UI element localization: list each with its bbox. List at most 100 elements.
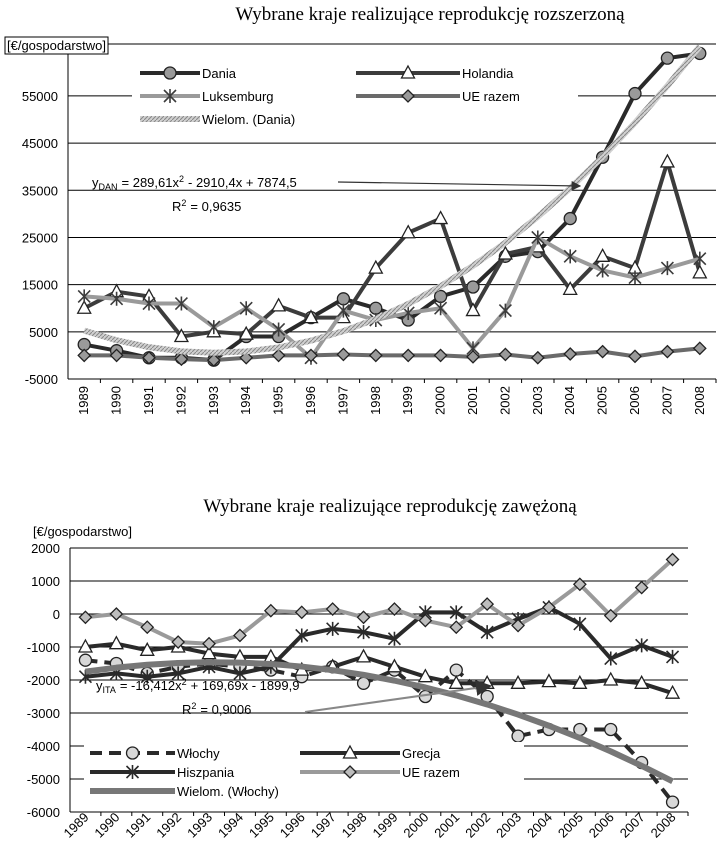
x-tick-label: 1995: [246, 810, 277, 841]
x-tick-label: 2006: [586, 810, 617, 841]
y-axis-label: [€/gospodarstwo]: [7, 38, 106, 53]
r2-part: 2: [191, 701, 196, 711]
y-tick-label: 25000: [22, 230, 58, 245]
marker: [692, 264, 708, 279]
x-tick-label: 2001: [465, 386, 480, 415]
marker: [692, 341, 707, 356]
marker: [572, 577, 587, 592]
marker: [400, 224, 416, 239]
marker: [660, 344, 675, 359]
marker: [573, 616, 587, 631]
x-tick-label: 2003: [530, 386, 545, 415]
x-tick-label: 1998: [339, 810, 370, 841]
annotation-arrow: [304, 680, 492, 713]
marker: [628, 270, 642, 285]
marker: [480, 597, 495, 612]
marker: [400, 64, 416, 79]
eq-part: ITA: [103, 685, 116, 695]
marker: [233, 666, 247, 681]
x-tick-label: 1992: [153, 810, 184, 841]
marker: [693, 251, 707, 266]
marker: [174, 296, 188, 311]
marker: [202, 636, 216, 651]
x-tick-label: 2007: [659, 386, 674, 415]
marker: [163, 89, 177, 103]
marker: [401, 348, 416, 363]
marker: [498, 303, 512, 318]
marker: [140, 620, 155, 635]
marker: [336, 303, 350, 318]
y-tick-label: 0: [53, 607, 60, 622]
y-tick-label: -2000: [27, 673, 60, 688]
x-tick-label: 2003: [493, 810, 524, 841]
y-tick-label: 45000: [22, 136, 58, 151]
eq-part: DAN: [99, 182, 118, 192]
marker: [271, 297, 287, 312]
marker: [449, 663, 463, 677]
x-tick-label: 1991: [141, 386, 156, 415]
x-tick-label: 1989: [61, 810, 92, 841]
marker: [628, 86, 642, 101]
marker: [77, 348, 92, 363]
marker: [634, 674, 650, 689]
marker: [272, 322, 286, 337]
marker: [660, 51, 675, 65]
marker: [368, 259, 384, 274]
x-tick-label: 1990: [109, 386, 124, 415]
x-tick-label: 2000: [400, 810, 431, 841]
marker: [343, 765, 357, 779]
marker: [139, 641, 155, 656]
marker: [207, 320, 221, 335]
y-tick-label: -6000: [27, 805, 60, 820]
marker: [604, 722, 618, 737]
marker: [336, 347, 351, 362]
marker: [356, 625, 371, 640]
marker: [110, 291, 124, 306]
x-tick-label: 2008: [692, 386, 707, 415]
marker: [449, 605, 463, 620]
x-tick-label: 1995: [271, 386, 286, 415]
marker: [271, 348, 286, 363]
legend-label: Dania: [202, 66, 237, 81]
legend-label: Luksemburg: [202, 89, 274, 104]
x-tick-label: 1998: [368, 386, 383, 415]
marker: [387, 602, 402, 616]
x-tick-label: 1999: [400, 386, 415, 415]
marker: [635, 638, 649, 653]
marker: [108, 635, 124, 650]
marker: [125, 746, 140, 760]
marker: [433, 289, 448, 304]
marker: [142, 296, 156, 311]
y-tick-label: 55000: [22, 89, 58, 104]
marker: [369, 301, 383, 315]
marker: [498, 347, 513, 362]
eq-part: y: [92, 175, 99, 190]
marker: [78, 653, 93, 667]
marker: [417, 668, 433, 683]
r2-part: = 0,9006: [200, 702, 251, 717]
marker: [368, 348, 383, 363]
marker: [238, 325, 254, 340]
x-tick-label: 2008: [648, 810, 679, 841]
marker: [201, 645, 217, 660]
marker: [386, 658, 403, 673]
marker: [434, 301, 448, 316]
legend-label: Wielom. (Włochy): [177, 784, 279, 799]
marker: [125, 765, 140, 779]
marker: [530, 350, 545, 365]
series-line: [85, 605, 674, 679]
marker: [295, 628, 309, 643]
marker: [595, 344, 610, 359]
x-tick-label: 2007: [617, 810, 648, 841]
marker: [562, 280, 578, 296]
marker: [325, 602, 340, 616]
x-tick-label: 1994: [238, 386, 253, 415]
legend-label: UE razem: [402, 765, 460, 780]
marker: [604, 651, 618, 666]
marker: [78, 610, 93, 625]
marker: [233, 628, 247, 643]
marker: [109, 348, 124, 363]
marker: [356, 676, 371, 690]
marker: [342, 744, 358, 759]
marker: [206, 353, 221, 368]
